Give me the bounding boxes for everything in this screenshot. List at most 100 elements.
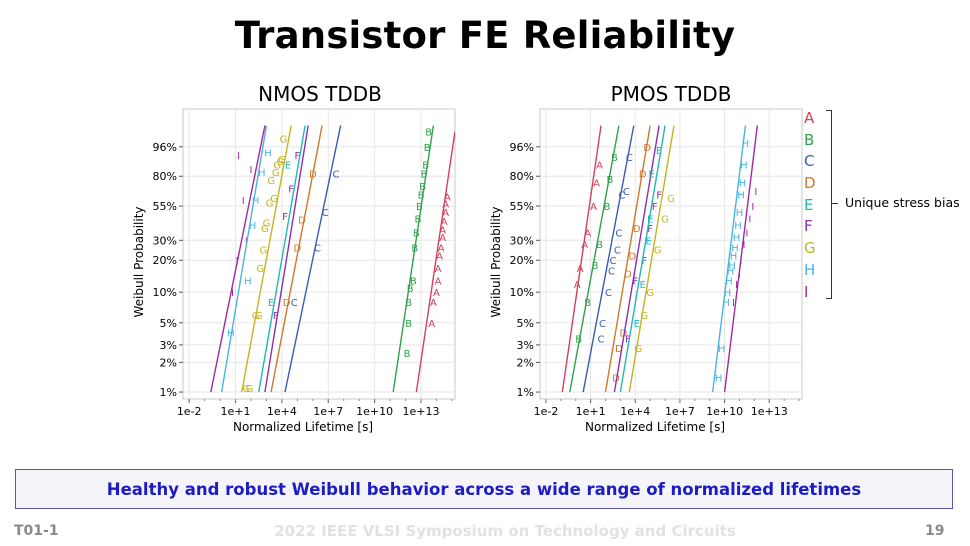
pmos-fit-line-f — [613, 125, 660, 393]
pmos-chart-title: PMOS TDDB — [610, 82, 732, 106]
legend-entry-a: A — [804, 109, 815, 127]
nmos-point-i: I — [236, 256, 239, 267]
nmos-point-b: B — [424, 143, 431, 154]
pmos-point-g: G — [640, 311, 648, 322]
pmos-point-h: H — [730, 252, 738, 263]
pmos-point-i: I — [738, 270, 741, 281]
pmos-fit-line-i — [723, 125, 759, 393]
pmos-point-h: H — [718, 344, 726, 355]
nmos-y-tick-label: 80% — [153, 170, 177, 183]
pmos-y-tick-label: 80% — [510, 170, 534, 183]
nmos-point-b: B — [418, 190, 425, 201]
pmos-point-b: B — [611, 153, 618, 164]
nmos-fit-line-c — [284, 125, 342, 393]
pmos-point-a: A — [590, 202, 597, 213]
pmos-point-d: D — [639, 170, 647, 181]
footer-conference: 2022 IEEE VLSI Symposium on Technology a… — [274, 522, 736, 540]
nmos-point-b: B — [405, 298, 412, 309]
pmos-point-e: E — [634, 319, 640, 330]
nmos-point-c: C — [333, 170, 340, 181]
pmos-point-g: G — [661, 214, 669, 225]
pmos-point-h: H — [734, 221, 742, 232]
pmos-point-c: C — [599, 319, 606, 330]
pmos-point-f: F — [625, 334, 631, 345]
nmos-y-tick-label: 3% — [160, 339, 177, 352]
nmos-fit-line-h — [220, 125, 268, 393]
nmos-point-a: A — [433, 288, 440, 299]
pmos-point-h: H — [742, 139, 750, 150]
legend-entry-e: E — [804, 195, 814, 214]
pmos-point-h: H — [724, 288, 732, 299]
nmos-point-c: C — [291, 298, 298, 309]
pmos-x-tick-label: 1e+10 — [706, 405, 743, 418]
pmos-point-b: B — [592, 261, 599, 272]
pmos-fit-line-d — [604, 125, 651, 393]
pmos-point-d: D — [615, 344, 623, 355]
nmos-point-g: G — [242, 384, 250, 395]
summary-callout: Healthy and robust Weibull behavior acro… — [15, 469, 953, 509]
pmos-point-c: C — [605, 288, 612, 299]
nmos-point-b: B — [416, 202, 423, 213]
nmos-point-d: D — [298, 216, 306, 227]
nmos-point-d: D — [283, 298, 291, 309]
pmos-point-d: D — [643, 143, 651, 154]
nmos-point-c: C — [322, 208, 329, 219]
pmos-y-tick-label: 55% — [510, 200, 534, 213]
nmos-point-a: A — [430, 298, 437, 309]
nmos-point-h: H — [227, 328, 235, 339]
pmos-point-c: C — [615, 228, 622, 239]
nmos-point-h: H — [252, 196, 260, 207]
legend-note: Unique stress bias — [845, 195, 960, 210]
pmos-point-c: C — [618, 190, 625, 201]
legend-entry-b: B — [804, 130, 815, 149]
nmos-point-h: H — [264, 148, 272, 159]
nmos-point-g: G — [255, 311, 263, 322]
pmos-y-tick-label: 20% — [510, 254, 534, 267]
pmos-point-e: E — [647, 214, 653, 225]
pmos-point-a: A — [577, 264, 584, 275]
nmos-point-g: G — [267, 176, 275, 187]
nmos-point-b: B — [410, 276, 417, 287]
nmos-point-g: G — [276, 157, 284, 168]
pmos-point-i: I — [748, 214, 751, 225]
nmos-point-f: F — [282, 212, 288, 223]
nmos-fit-line-d — [270, 125, 323, 393]
pmos-point-d: D — [624, 270, 632, 281]
pmos-point-e: E — [646, 236, 652, 247]
pmos-point-h: H — [728, 261, 736, 272]
nmos-point-b: B — [413, 228, 420, 239]
pmos-point-b: B — [604, 202, 611, 213]
nmos-point-b: B — [407, 284, 414, 295]
nmos-point-i: I — [250, 165, 253, 176]
pmos-point-e: E — [656, 146, 662, 157]
nmos-fit-line-a — [415, 131, 455, 393]
legend-entry-d: D — [804, 174, 816, 193]
legend-bracket — [826, 110, 832, 299]
pmos-x-tick-label: 1e+4 — [620, 405, 650, 418]
nmos-y-tick-label: 1% — [160, 386, 177, 399]
pmos-point-h: H — [733, 233, 741, 244]
nmos-point-b: B — [404, 349, 411, 360]
nmos-point-a: A — [435, 276, 442, 287]
nmos-point-a: A — [438, 244, 445, 255]
pmos-x-tick-label: 1e+1 — [576, 405, 606, 418]
pmos-fit-line-c — [582, 125, 635, 393]
nmos-point-b: B — [414, 214, 421, 225]
pmos-point-g: G — [667, 194, 675, 205]
nmos-point-i: I — [242, 196, 245, 207]
legend-entry-c: C — [804, 152, 815, 171]
nmos-point-g: G — [259, 245, 267, 256]
nmos-point-h: H — [249, 221, 257, 232]
pmos-point-h: H — [722, 298, 730, 309]
pmos-point-g: G — [646, 288, 654, 299]
pmos-point-h: H — [727, 267, 735, 278]
nmos-point-g: G — [261, 224, 269, 235]
pmos-x-axis-label: Normalized Lifetime [s] — [585, 420, 725, 434]
pmos-point-a: A — [581, 240, 588, 251]
pmos-y-tick-label: 5% — [517, 317, 534, 330]
pmos-fit-line-h — [711, 125, 747, 393]
nmos-y-tick-label: 30% — [153, 234, 177, 247]
nmos-y-axis-label: Weibull Probability — [132, 206, 146, 317]
pmos-x-tick-label: 1e+7 — [665, 405, 695, 418]
